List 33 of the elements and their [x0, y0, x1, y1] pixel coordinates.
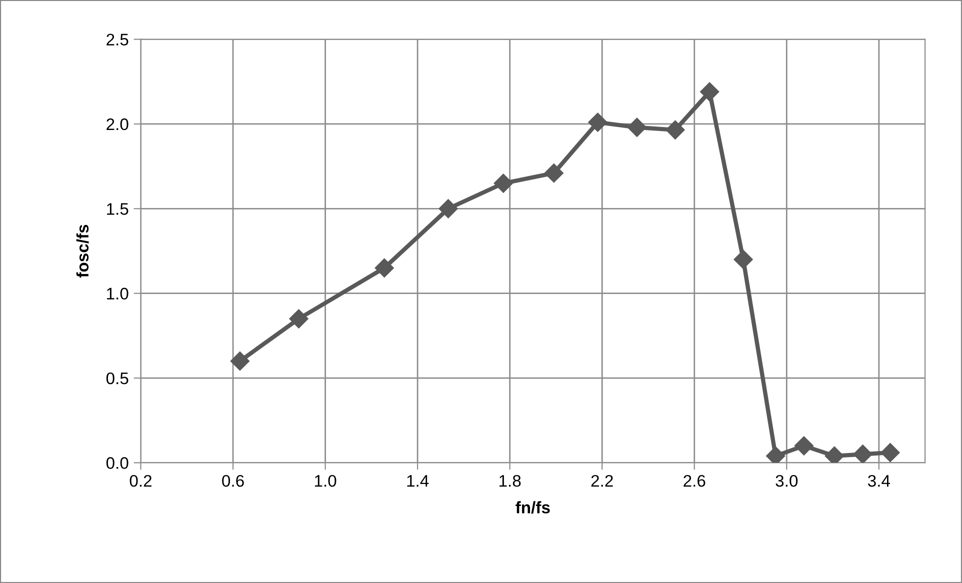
- point: [289, 309, 308, 328]
- point: [853, 444, 872, 463]
- point: [734, 250, 753, 270]
- point: [794, 436, 814, 456]
- y-tick-label: 0.0: [106, 457, 128, 469]
- x-tick-label: 2.6: [684, 474, 706, 487]
- point: [438, 199, 458, 218]
- point: [880, 443, 900, 462]
- point: [544, 164, 564, 183]
- point: [700, 82, 720, 102]
- point: [666, 120, 685, 140]
- x-tick-label: 1.8: [500, 474, 521, 487]
- point: [627, 118, 646, 137]
- point: [824, 446, 844, 463]
- y-tick-label: 2.0: [106, 118, 128, 130]
- point: [230, 352, 250, 371]
- x-axis-title: fn/fs: [516, 501, 550, 514]
- x-tick-label: 3.4: [868, 474, 890, 487]
- y-tick-label: 0.5: [106, 372, 128, 384]
- y-tick-label: 1.0: [107, 288, 128, 300]
- x-tick-label: 3.0: [776, 474, 798, 487]
- y-axis-title: fosc/fs: [76, 224, 89, 278]
- point: [588, 112, 608, 132]
- point: [494, 174, 513, 193]
- y-tick-label: 1.5: [107, 203, 128, 215]
- y-tick-label: 2.5: [106, 34, 128, 46]
- point: [766, 446, 786, 463]
- x-tick-label: 0.6: [222, 474, 244, 487]
- x-tick-label: 0.2: [130, 474, 152, 487]
- point: [374, 258, 394, 278]
- x-tick-label: 1.4: [407, 475, 429, 487]
- x-tick-label: 1.0: [314, 474, 336, 487]
- x-tick-label: 2.2: [591, 474, 613, 487]
